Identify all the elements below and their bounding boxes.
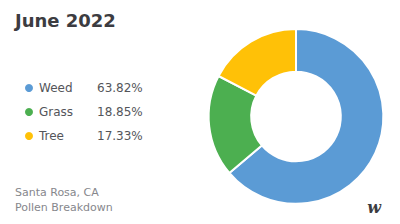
svg-text:Pollen Breakdown: Pollen Breakdown <box>15 201 113 214</box>
svg-text:17.33%: 17.33% <box>97 129 143 143</box>
svg-text:June 2022: June 2022 <box>13 10 116 31</box>
svg-text:18.85%: 18.85% <box>97 105 143 119</box>
svg-text:63.82%: 63.82% <box>97 81 143 95</box>
svg-text:Tree: Tree <box>38 129 64 143</box>
svg-text:Grass: Grass <box>39 105 73 119</box>
svg-text:Weed: Weed <box>39 81 73 95</box>
svg-text:Santa Rosa, CA: Santa Rosa, CA <box>15 186 99 199</box>
svg-text:w: w <box>367 198 382 217</box>
